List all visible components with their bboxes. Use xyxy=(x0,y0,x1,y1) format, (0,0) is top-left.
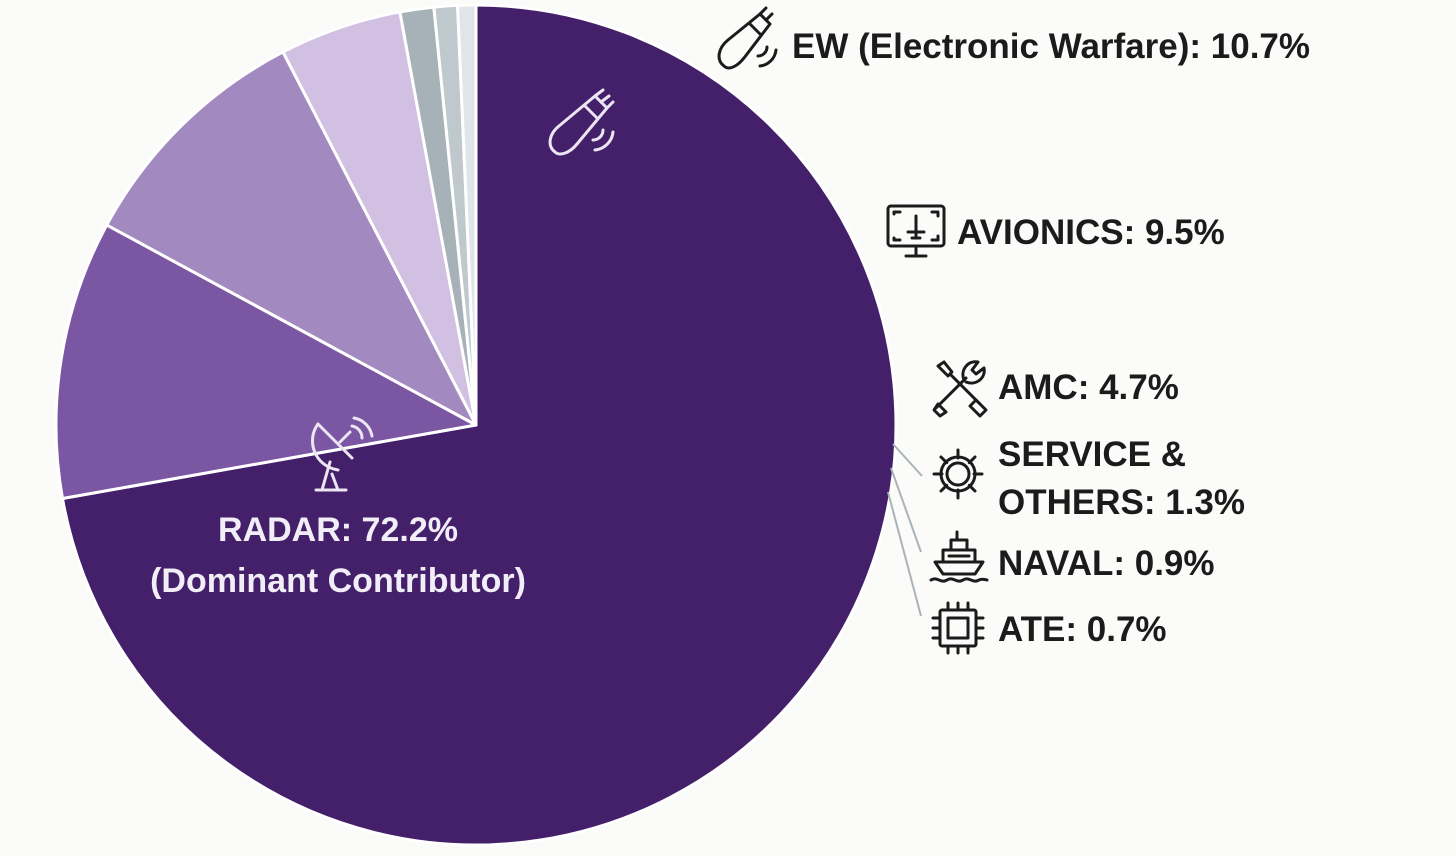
slice-label-naval: NAVAL: 0.9% xyxy=(998,544,1215,583)
pie-slice-radar xyxy=(60,3,898,847)
slice-sublabel-radar: (Dominant Contributor) xyxy=(150,562,526,600)
slice-label-ate: ATE: 0.7% xyxy=(998,610,1167,649)
leader-lines xyxy=(887,443,923,617)
slice-label-service: SERVICE & xyxy=(998,435,1186,474)
missile-icon-in-slice xyxy=(548,88,615,156)
slice-label-avionics: AVIONICS: 9.5% xyxy=(957,213,1225,252)
pie-slice-ate xyxy=(456,3,478,427)
chip-icon xyxy=(931,601,985,655)
leader-line-ate xyxy=(887,491,922,617)
slice-label-service-line2: OTHERS: 1.3% xyxy=(998,483,1245,522)
pie-slices xyxy=(54,3,898,847)
slice-label-ew: EW (Electronic Warfare): 10.7% xyxy=(792,27,1310,66)
monitor-aircraft-icon xyxy=(886,204,946,258)
gear-icon xyxy=(932,448,984,500)
leader-line-naval xyxy=(890,467,922,553)
radar-dish-icon xyxy=(311,416,374,492)
pie-slice-avionics xyxy=(105,50,478,427)
missile-icon xyxy=(717,6,778,70)
slice-label-radar: RADAR: 72.2% xyxy=(218,511,458,549)
ship-icon xyxy=(929,530,989,583)
slice-label-amc: AMC: 4.7% xyxy=(998,368,1179,407)
wrench-screwdriver-icon xyxy=(932,360,988,418)
leader-line-service xyxy=(892,443,923,477)
